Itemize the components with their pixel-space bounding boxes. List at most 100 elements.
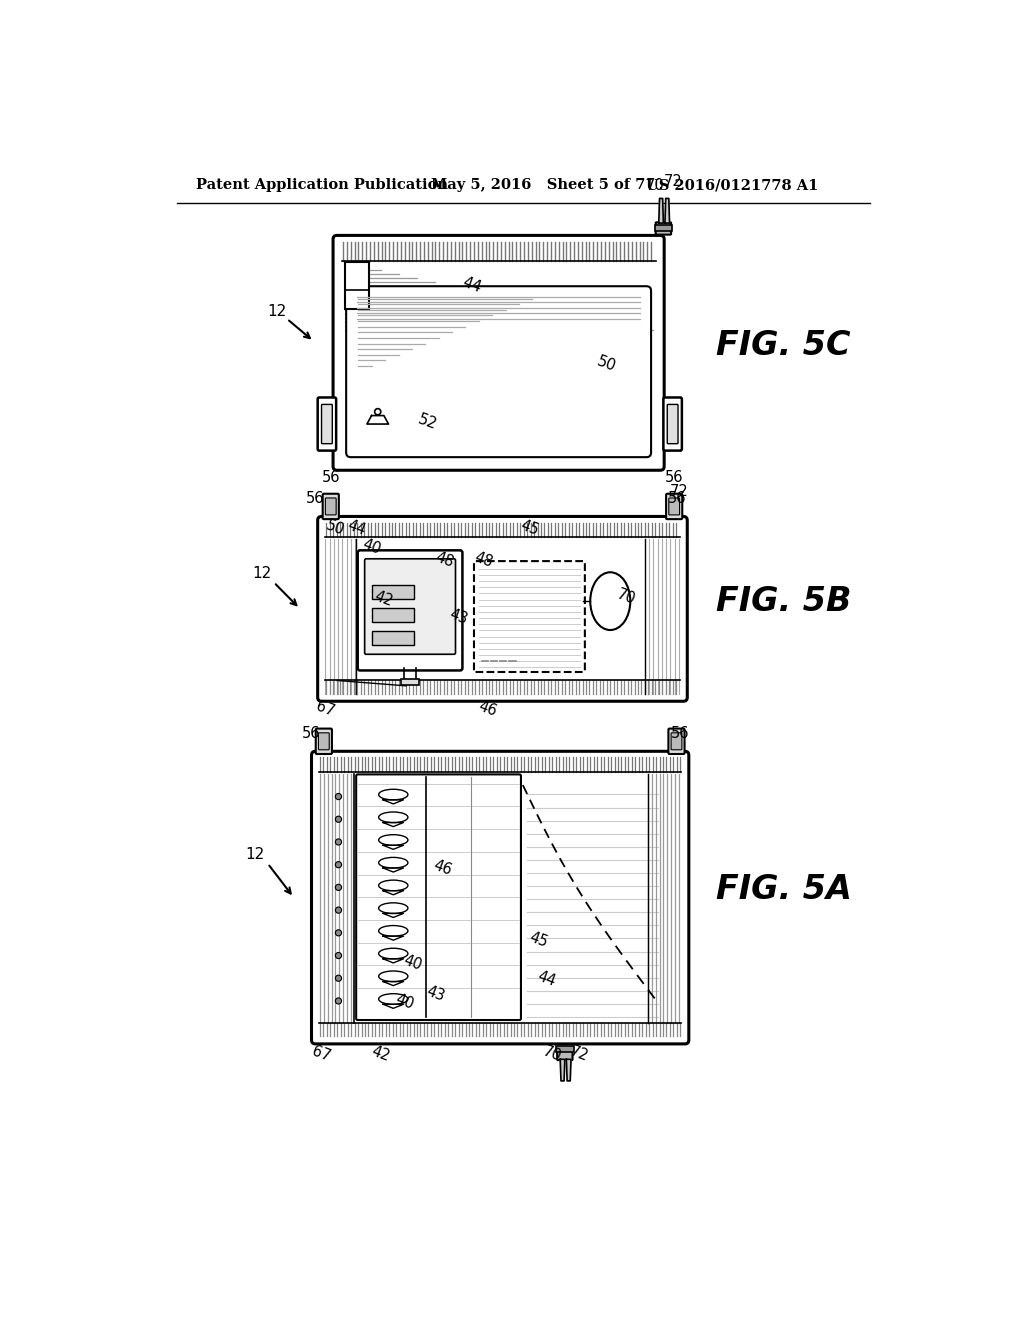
Text: 43: 43 bbox=[424, 983, 446, 1005]
Text: 56: 56 bbox=[671, 726, 689, 741]
FancyBboxPatch shape bbox=[315, 729, 332, 754]
Text: 72: 72 bbox=[664, 174, 683, 189]
Text: May 5, 2016   Sheet 5 of 7: May 5, 2016 Sheet 5 of 7 bbox=[431, 178, 645, 193]
Circle shape bbox=[336, 840, 342, 845]
Text: 40: 40 bbox=[401, 953, 424, 973]
FancyBboxPatch shape bbox=[318, 733, 330, 750]
Polygon shape bbox=[367, 416, 388, 424]
Text: 50: 50 bbox=[324, 517, 347, 539]
Polygon shape bbox=[383, 936, 403, 940]
Text: 50: 50 bbox=[595, 354, 618, 375]
Ellipse shape bbox=[379, 994, 408, 1005]
Text: 12: 12 bbox=[267, 305, 287, 319]
FancyBboxPatch shape bbox=[317, 397, 336, 450]
FancyBboxPatch shape bbox=[322, 404, 333, 444]
Text: 46: 46 bbox=[431, 858, 454, 878]
Ellipse shape bbox=[590, 573, 631, 630]
Circle shape bbox=[336, 816, 342, 822]
FancyBboxPatch shape bbox=[664, 397, 682, 450]
Polygon shape bbox=[566, 1059, 571, 1081]
Polygon shape bbox=[383, 800, 403, 804]
Bar bbox=[345, 263, 370, 309]
Ellipse shape bbox=[379, 925, 408, 936]
FancyBboxPatch shape bbox=[326, 498, 336, 515]
FancyBboxPatch shape bbox=[671, 733, 682, 750]
Text: 56: 56 bbox=[665, 470, 683, 486]
Polygon shape bbox=[383, 913, 403, 917]
Polygon shape bbox=[383, 845, 403, 849]
Circle shape bbox=[336, 975, 342, 981]
FancyBboxPatch shape bbox=[655, 222, 671, 235]
FancyBboxPatch shape bbox=[666, 494, 682, 519]
Text: FIG. 5C: FIG. 5C bbox=[716, 329, 850, 362]
Text: 42: 42 bbox=[370, 1044, 392, 1064]
FancyBboxPatch shape bbox=[669, 498, 680, 515]
Ellipse shape bbox=[379, 972, 408, 982]
Polygon shape bbox=[383, 869, 403, 873]
Text: 48: 48 bbox=[472, 550, 495, 570]
Text: FIG. 5B: FIG. 5B bbox=[716, 585, 851, 618]
Bar bbox=[556, 1047, 574, 1052]
FancyBboxPatch shape bbox=[365, 558, 456, 655]
Circle shape bbox=[336, 884, 342, 891]
FancyBboxPatch shape bbox=[346, 286, 651, 457]
Text: FIG. 5A: FIG. 5A bbox=[716, 874, 852, 907]
Text: 48: 48 bbox=[433, 550, 456, 570]
Text: 56: 56 bbox=[301, 726, 319, 741]
Text: 44: 44 bbox=[345, 517, 368, 539]
Text: 70: 70 bbox=[645, 178, 665, 193]
Text: 46: 46 bbox=[476, 698, 499, 719]
Text: 44: 44 bbox=[460, 275, 483, 296]
Bar bbox=[372, 585, 414, 599]
Text: 12: 12 bbox=[252, 566, 271, 581]
Polygon shape bbox=[665, 198, 670, 223]
Polygon shape bbox=[383, 1005, 403, 1008]
Text: 67: 67 bbox=[310, 1044, 333, 1064]
Text: 44: 44 bbox=[536, 969, 558, 989]
FancyBboxPatch shape bbox=[557, 1049, 572, 1060]
Bar bbox=[400, 678, 419, 685]
Polygon shape bbox=[383, 958, 403, 962]
Circle shape bbox=[336, 929, 342, 936]
Polygon shape bbox=[383, 891, 403, 895]
Polygon shape bbox=[383, 822, 403, 826]
Ellipse shape bbox=[379, 789, 408, 800]
Text: 56: 56 bbox=[322, 470, 340, 486]
Bar bbox=[372, 609, 414, 622]
FancyBboxPatch shape bbox=[311, 751, 689, 1044]
Text: 72: 72 bbox=[568, 1044, 591, 1064]
Circle shape bbox=[336, 953, 342, 958]
Bar bbox=[372, 631, 414, 645]
Circle shape bbox=[336, 862, 342, 867]
Text: 43: 43 bbox=[447, 606, 470, 627]
FancyBboxPatch shape bbox=[357, 550, 463, 671]
FancyBboxPatch shape bbox=[323, 494, 339, 519]
Ellipse shape bbox=[379, 880, 408, 891]
Text: 40: 40 bbox=[360, 536, 383, 557]
Ellipse shape bbox=[379, 948, 408, 958]
Text: 45: 45 bbox=[527, 929, 550, 950]
Bar bbox=[655, 224, 672, 231]
Text: 45: 45 bbox=[518, 517, 541, 539]
Text: US 2016/0121778 A1: US 2016/0121778 A1 bbox=[646, 178, 819, 193]
Polygon shape bbox=[560, 1059, 565, 1081]
Text: 56: 56 bbox=[306, 491, 325, 507]
Text: 56: 56 bbox=[668, 491, 686, 507]
Ellipse shape bbox=[379, 903, 408, 913]
Text: Patent Application Publication: Patent Application Publication bbox=[196, 178, 449, 193]
Ellipse shape bbox=[379, 858, 408, 869]
Circle shape bbox=[336, 793, 342, 800]
Polygon shape bbox=[383, 982, 403, 986]
Circle shape bbox=[375, 409, 381, 414]
Ellipse shape bbox=[379, 834, 408, 845]
Text: 12: 12 bbox=[246, 847, 265, 862]
Text: 67: 67 bbox=[314, 698, 337, 719]
Text: 70: 70 bbox=[541, 1044, 563, 1064]
Text: 40: 40 bbox=[393, 991, 416, 1012]
FancyBboxPatch shape bbox=[356, 775, 521, 1020]
Circle shape bbox=[336, 907, 342, 913]
Ellipse shape bbox=[379, 812, 408, 822]
Polygon shape bbox=[658, 198, 664, 223]
Text: 52: 52 bbox=[416, 412, 439, 432]
FancyBboxPatch shape bbox=[668, 404, 678, 444]
